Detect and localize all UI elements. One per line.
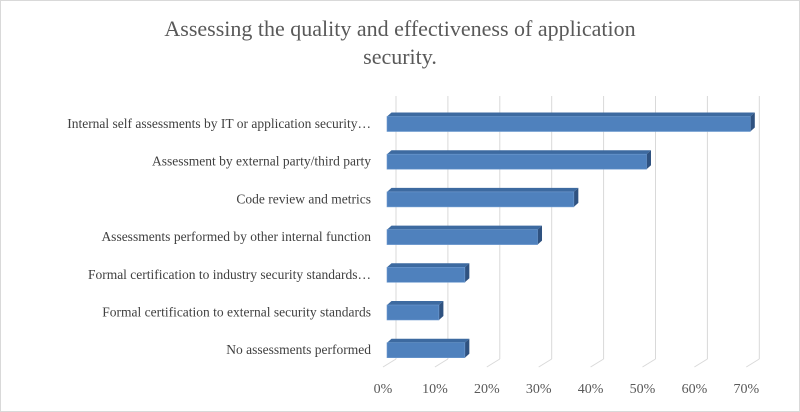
chart-title-line-1: Assessing the quality and effectiveness … bbox=[164, 16, 636, 41]
category-label: Formal certification to external securit… bbox=[102, 305, 371, 320]
category-label: Internal self assessments by IT or appli… bbox=[67, 116, 371, 131]
x-tick-label: 30% bbox=[526, 382, 552, 397]
bar bbox=[386, 116, 751, 132]
bar bbox=[386, 191, 575, 208]
x-tick-label: 20% bbox=[474, 382, 500, 397]
category-label: Code review and metrics bbox=[236, 191, 371, 206]
gridline-floor bbox=[642, 358, 656, 368]
bar-side-face bbox=[646, 150, 651, 170]
x-tick-label: 10% bbox=[422, 382, 448, 397]
x-tick-label: 0% bbox=[374, 382, 393, 397]
bar bbox=[386, 304, 440, 321]
category-label: Formal certification to industry securit… bbox=[88, 267, 371, 282]
bar-side-face bbox=[537, 225, 543, 245]
chart-title-line-2: security. bbox=[363, 44, 437, 69]
bar-top-face bbox=[387, 263, 470, 268]
bar-top-face bbox=[387, 338, 470, 343]
gridline-floor bbox=[538, 358, 552, 368]
chart-title: Assessing the quality and effectiveness … bbox=[1, 15, 799, 71]
x-tick-label: 70% bbox=[733, 382, 759, 397]
bar-top-face bbox=[387, 301, 444, 305]
bar bbox=[386, 153, 647, 170]
bar-top-face bbox=[387, 112, 755, 117]
bar-side-face bbox=[438, 301, 444, 320]
gridline-floor bbox=[590, 358, 604, 368]
bar-top-face bbox=[387, 225, 543, 230]
bar bbox=[386, 266, 466, 283]
bar-side-face bbox=[464, 263, 470, 283]
bar-top-face bbox=[387, 150, 651, 155]
x-tick-label: 60% bbox=[682, 382, 708, 397]
bar-side-face bbox=[750, 112, 755, 132]
gridline-floor bbox=[382, 358, 397, 368]
x-tick-label: 50% bbox=[630, 382, 656, 397]
x-tick-label: 40% bbox=[578, 382, 604, 397]
bar-top-face bbox=[387, 187, 579, 192]
category-label: No assessments performed bbox=[226, 342, 371, 357]
bar bbox=[386, 342, 466, 359]
bar-side-face bbox=[573, 187, 579, 207]
bar-side-face bbox=[464, 338, 470, 358]
gridline-floor bbox=[694, 358, 708, 368]
gridline-floor bbox=[434, 358, 449, 368]
gridline-floor bbox=[486, 358, 501, 368]
category-label: Assessment by external party/third party bbox=[152, 154, 371, 169]
category-label: Assessments performed by other internal … bbox=[101, 229, 371, 244]
bar bbox=[386, 229, 538, 245]
gridline-floor bbox=[746, 358, 760, 368]
